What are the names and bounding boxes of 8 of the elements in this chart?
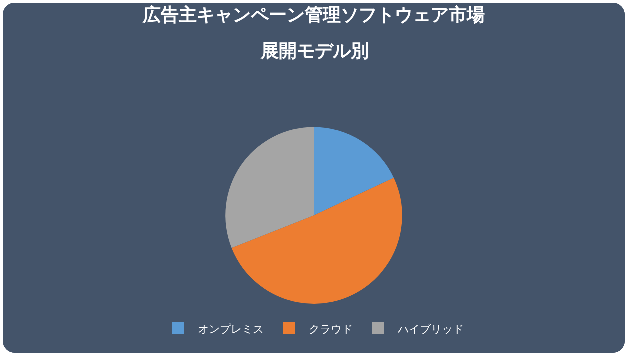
legend-label: オンプレミス	[198, 322, 264, 336]
pie-slice	[314, 127, 394, 216]
pie-slice	[232, 178, 402, 304]
legend-label: ハイブリッド	[397, 322, 464, 336]
pie-slice	[226, 127, 314, 248]
chart-title: 広告主キャンペーン管理ソフトウェア市場	[142, 4, 485, 26]
legend-label: クラウド	[309, 322, 353, 336]
chart-subtitle: 展開モデル別	[260, 41, 369, 62]
